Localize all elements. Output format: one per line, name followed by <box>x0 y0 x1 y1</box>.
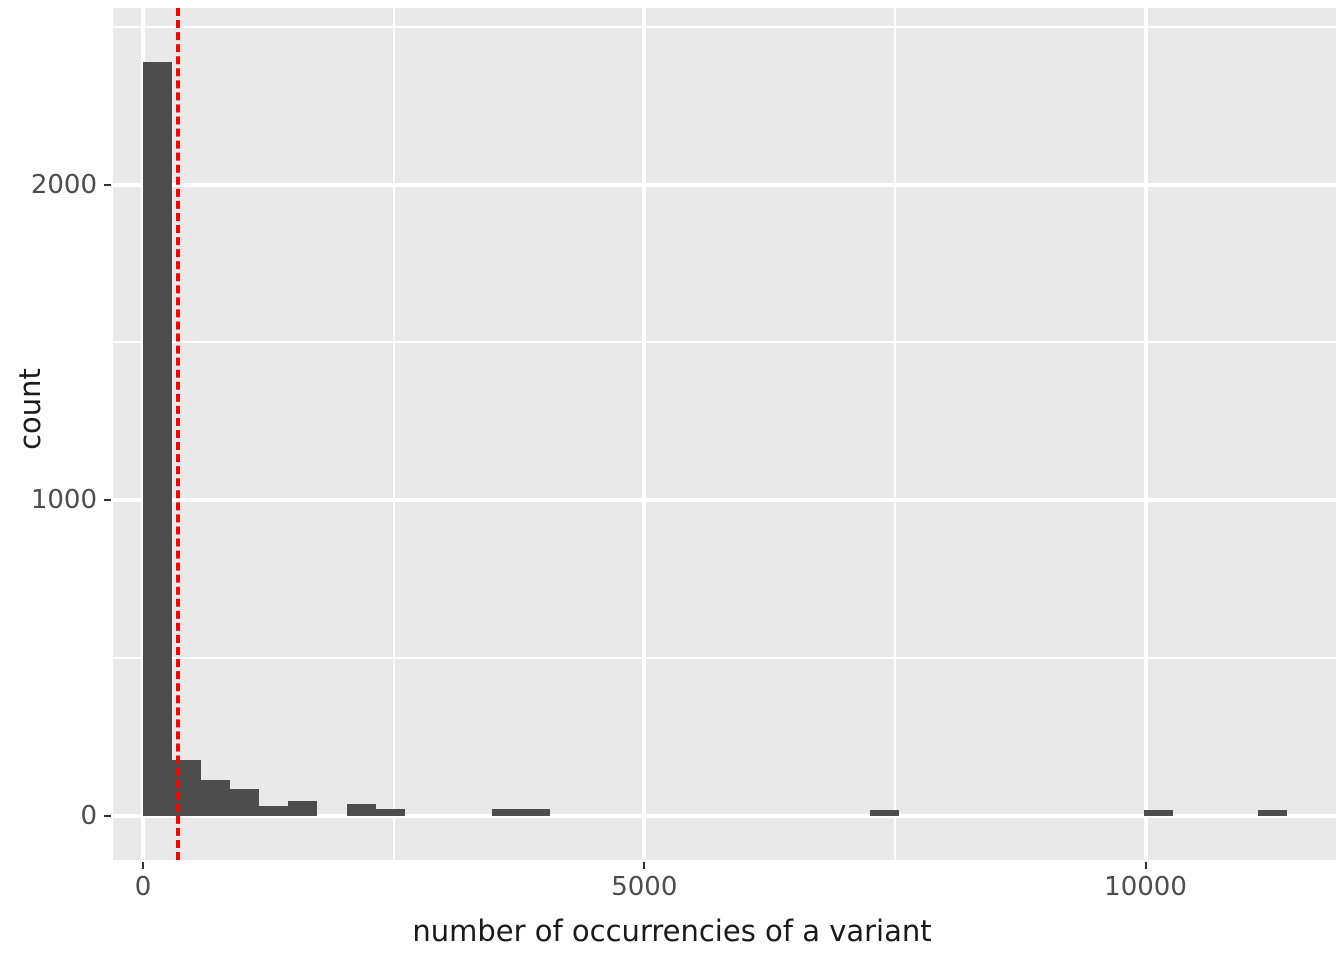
histogram-bar <box>869 809 899 816</box>
histogram-bar <box>230 788 260 816</box>
vline-annotation <box>176 8 181 860</box>
histogram-bar <box>201 780 231 816</box>
histogram-bar <box>491 808 521 816</box>
histogram-bar <box>1143 809 1173 816</box>
gridline-major-y <box>113 813 1336 818</box>
histogram-bar <box>143 61 173 816</box>
y-tick-mark <box>104 183 111 186</box>
y-tick-mark <box>104 499 111 502</box>
x-tick-label: 5000 <box>611 872 678 902</box>
x-tick-label: 10000 <box>1104 872 1187 902</box>
y-tick-label: 2000 <box>30 169 97 200</box>
y-tick-mark <box>104 814 111 817</box>
x-tick-mark <box>142 862 145 869</box>
y-tick-label: 0 <box>80 800 97 831</box>
gridline-minor-y <box>113 25 1336 28</box>
gridline-major-y <box>113 182 1336 187</box>
x-tick-mark <box>1144 862 1147 869</box>
gridline-minor-y <box>113 657 1336 660</box>
histogram-bar <box>346 804 376 816</box>
histogram-bar <box>259 806 289 816</box>
histogram-bar <box>521 808 551 816</box>
x-tick-mark <box>643 862 646 869</box>
histogram-bar <box>375 808 405 816</box>
x-tick-label: 0 <box>134 872 152 902</box>
gridline-minor-x <box>392 8 395 860</box>
gridline-major-x <box>642 8 647 860</box>
histogram-bar <box>288 800 318 816</box>
gridline-major-x <box>1143 8 1148 860</box>
gridline-minor-y <box>113 341 1336 344</box>
gridline-minor-x <box>893 8 896 860</box>
gridline-major-y <box>113 498 1336 503</box>
histogram-bar <box>1257 809 1287 816</box>
y-tick-label: 1000 <box>30 485 97 516</box>
plot-panel <box>113 8 1336 860</box>
x-axis-title: number of occurrencies of a variant <box>412 914 932 948</box>
y-axis-title: count <box>13 368 47 450</box>
